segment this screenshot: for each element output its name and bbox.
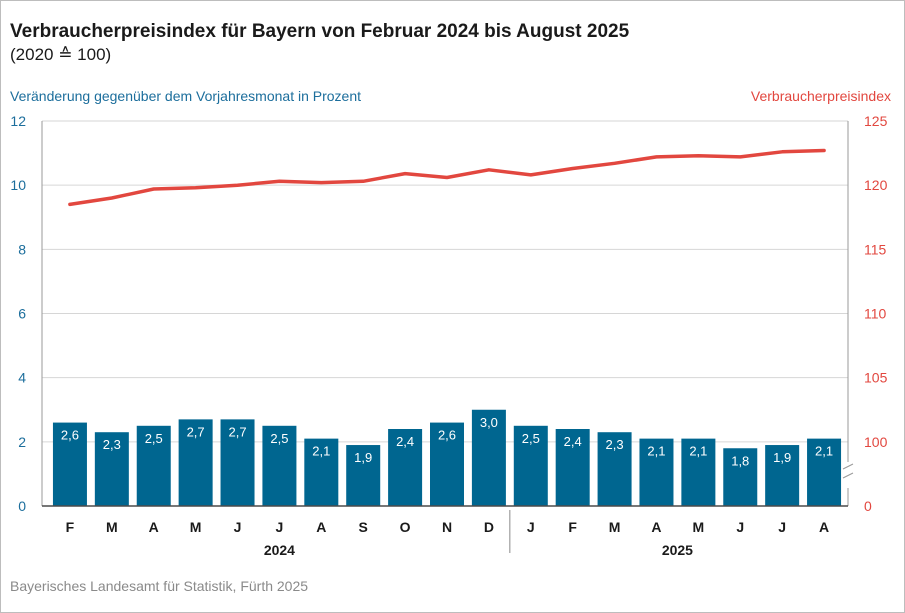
bar [388,429,423,506]
bar [304,438,339,506]
bar-value-label: 2,5 [270,431,288,446]
left-axis-tick-label: 8 [18,241,26,257]
axis-break-mark [842,463,854,479]
bar [597,432,632,506]
bar [723,448,758,506]
left-axis-tick-label: 12 [10,113,26,129]
bar-value-label: 2,3 [606,437,624,452]
x-tick-label: F [568,519,577,535]
right-axis-title: Verbraucherpreisindex [750,88,891,104]
right-axis-tick-label: 115 [864,241,887,257]
x-tick-label: M [693,519,705,535]
left-axis-tick-label: 2 [18,434,26,450]
bar [555,429,590,506]
bar [94,432,129,506]
x-tick-label: M [190,519,202,535]
x-tick-label: A [316,519,326,535]
right-axis-tick-label: 110 [864,306,887,322]
bar-value-label: 1,9 [354,450,372,465]
x-tick-label: J [527,519,535,535]
bar [765,445,800,506]
left-axis-tick-label: 4 [18,370,26,386]
x-tick-label: J [234,519,242,535]
bar [52,422,87,506]
left-axis-tick-label: 0 [18,498,26,514]
bar [262,425,297,506]
left-axis-title: Veränderung gegenüber dem Vorjahresmonat… [10,88,362,104]
bar [136,425,171,506]
x-tick-label: J [276,519,284,535]
bar-value-label: 2,1 [815,444,833,459]
left-axis-tick-label: 6 [18,306,26,322]
bar [471,409,506,506]
bar-value-label: 2,1 [647,444,665,459]
bar [639,438,674,506]
bar-value-label: 2,4 [396,434,414,449]
bar-value-label: 2,3 [103,437,121,452]
bar-value-label: 1,8 [731,453,749,468]
x-tick-label: D [484,519,494,535]
bar [430,422,464,506]
bar-value-label: 2,5 [145,431,163,446]
right-axis-tick-label: 0 [864,498,872,514]
x-tick-label: J [736,519,744,535]
x-tick-label: A [651,519,661,535]
right-axis-tick-label: 105 [864,370,888,386]
x-tick-label: O [400,519,411,535]
right-axis-tick-label: 100 [864,434,888,450]
bar-value-label: 2,5 [522,431,540,446]
x-tick-label: S [359,519,368,535]
bar-value-label: 2,6 [61,428,79,443]
x-tick-label: N [442,519,452,535]
year-label: 2025 [662,542,693,558]
chart-subtitle: (2020 ≙ 100) [10,45,112,64]
x-tick-label: A [819,519,829,535]
x-tick-label: F [66,519,75,535]
bar [346,445,381,506]
right-axis-tick-label: 120 [864,177,888,193]
x-tick-label: J [778,519,786,535]
bar-value-label: 2,1 [689,444,707,459]
x-tick-label: A [149,519,159,535]
bar-value-label: 1,9 [773,450,791,465]
x-tick-label: M [609,519,621,535]
left-axis-tick-label: 10 [10,177,26,193]
bar [178,419,213,506]
bar-value-label: 2,6 [438,428,456,443]
bar [807,438,842,506]
right-axis-tick-label: 125 [864,113,888,129]
bar-value-label: 2,1 [312,444,330,459]
x-tick-label: M [106,519,118,535]
bar-value-label: 3,0 [480,415,498,430]
bar [220,419,255,506]
bar-value-label: 2,7 [228,424,246,439]
chart-title: Verbraucherpreisindex für Bayern von Feb… [10,21,630,42]
bar [681,438,716,506]
bar-value-label: 2,4 [564,434,582,449]
bar-value-label: 2,7 [187,424,205,439]
year-label: 2024 [264,542,295,558]
bar [513,425,548,506]
source-note: Bayerisches Landesamt für Statistik, Für… [10,578,309,594]
index-line [68,148,826,207]
